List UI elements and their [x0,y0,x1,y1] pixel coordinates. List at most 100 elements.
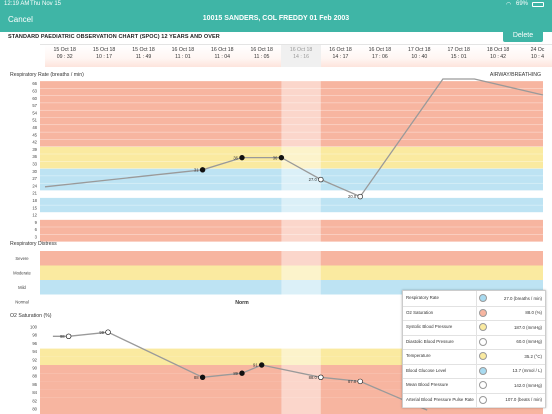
popup-row: Blood Glucose Level 13.7 (mmol / L) [403,363,545,379]
resp-rate-band [40,110,543,118]
popup-row: Mean Blood Pressure 142.0 (mmHg) [403,378,545,394]
o2-sat-band [40,324,543,333]
timepoint-time: 10 : 40 [411,53,428,60]
nav-bar: Cancel 10015 SANDERS, COL FREDDY 01 Feb … [0,10,552,32]
cancel-button[interactable]: Cancel [8,15,33,24]
o2-sat-band [40,332,543,341]
timepoint-date: 15 Oct 18 [53,47,76,53]
o2-sat-point-label: 87.0 [348,379,357,384]
popup-row-name: Diastolic Blood Pressure [406,338,454,344]
resp-rate-band [40,175,543,184]
timepoint-column[interactable]: 17 Oct 18 10 : 40 [399,45,439,67]
observation-chart: Respiratory Rate (breaths / min) AIRWAY/B… [10,72,544,414]
timepoint-column[interactable]: 17 Oct 18 15 : 01 [439,45,479,67]
timepoint-date: 16 Oct 18 [250,47,273,53]
timepoint-column[interactable]: 16 Oct 18 14 : 16 [281,45,321,67]
resp-rate-point-label: 20.0 [348,194,357,199]
timepoint-column[interactable]: 16 Oct 18 14 : 17 [320,45,361,67]
timepoint-column[interactable]: 16 Oct 18 17 : 06 [360,45,400,67]
resp-rate-band [40,132,543,140]
o2-sat-point-label: 91 [253,363,258,368]
o2-sat-band [40,373,543,382]
resp-rate-band [40,161,543,169]
resp-distress-band [40,265,543,280]
popup-row-name: Mean Blood Pressure [406,382,449,387]
popup-row-divider [476,392,477,407]
o2-sat-point [65,333,72,339]
timepoint-column[interactable]: 16 Oct 18 11 : 05 [242,45,282,67]
resp-rate-tick: 3 [35,235,38,240]
timepoint-column[interactable]: 15 Oct 18 10 : 17 [84,45,124,67]
resp-rate-tick: 51 [32,118,37,123]
o2-sat-band [40,348,543,357]
o2-sat-title: O2 Saturation (%) [10,313,52,319]
o2-sat-band [40,406,543,414]
timepoint-time: 11 : 05 [253,53,270,60]
resp-rate-band [40,95,543,103]
o2-sat-point [357,378,363,385]
resp-rate-tick: 39 [32,147,37,152]
resp-rate-band [40,234,543,242]
popup-row-divider [476,378,477,393]
resp-distress-value: Norm [235,300,249,306]
popup-row-divider [476,320,477,335]
battery-label: 69% [516,1,529,7]
resp-rate-point-label: 31 [194,167,199,172]
popup-row-name: Blood Glucose Level [406,367,447,373]
airway-breathing-label: AIRWAY/BREATHING [490,72,541,78]
o2-sat-band [40,397,543,406]
popup-row-value: 35.2 (°C) [524,353,542,359]
resp-distress-row-label: Severe [15,256,29,261]
timepoint-time: 11 : 01 [175,53,191,60]
timepoint-date: 16 Oct 18 [211,47,234,53]
resp-rate-tick: 27 [32,176,37,181]
popup-row: Arterial Blood Pressure Pulse Rate 107.0 … [403,392,545,408]
timepoint-column[interactable]: 16 Oct 18 11 : 01 [163,45,203,67]
popup-row: Diastolic Blood Pressure 60.0 (mmHg) [403,334,545,350]
timepoint-column[interactable]: 18 Oct 18 10 : 42 [478,45,518,67]
resp-rate-band [40,190,543,198]
timepoint-time: 15 : 01 [450,53,467,60]
resp-rate-band [40,146,543,154]
status-bar: 12:19 AM Thu Nov 15 ◠ 69% [0,0,552,10]
o2-sat-band [40,389,543,398]
timepoint-column[interactable]: 16 Oct 18 11 : 04 [202,45,242,67]
o2-sat-tick: 80 [32,407,37,412]
o2-sat-tick: 90 [32,366,37,371]
resp-distress-title: Respiratory Distress [10,241,57,247]
o2-sat-tick: 82 [32,398,37,403]
status-dot-icon [479,352,487,360]
status-dot-icon [479,337,487,346]
o2-sat-point-label: 88 [194,375,199,380]
timepoint-date: 17 Oct 18 [447,47,470,53]
popup-row-value: 107.0 (beats / min) [505,397,542,402]
timepoint-date: 16 Oct 18 [171,47,195,53]
timepoint-column[interactable]: 15 Oct 18 11 : 49 [123,45,164,67]
timepoint-column[interactable]: 24 Oc 10 : 4 [517,45,552,67]
o2-sat-tick: 94 [32,349,37,354]
popup-row-divider [476,363,477,378]
resp-rate-tick: 15 [32,205,37,210]
resp-rate-band [40,81,543,89]
observation-detail-popup: Respiratory Rate 27.0 (breaths / min) O2 S… [402,290,546,408]
popup-row-divider [476,334,477,349]
popup-row-name: O2 Saturation [406,309,434,315]
resp-rate-tick: 54 [32,110,37,115]
delete-button[interactable]: Delete [503,30,543,42]
resp-rate-tick: 66 [32,81,37,86]
timepoint-time: 09 : 32 [56,53,73,60]
timepoint-date: 16 Oct 18 [329,47,352,53]
resp-rate-tick: 33 [32,162,37,167]
resp-rate-band [40,102,543,111]
resp-rate-band [40,154,543,162]
o2-sat-tick: 98 [32,333,37,338]
battery-icon [532,2,544,7]
resp-rate-band [40,212,543,220]
timepoint-date: 24 Oc [530,47,545,53]
resp-rate-tick: 57 [32,103,37,108]
resp-rate-tick: 60 [32,96,37,101]
status-dot-icon [479,395,487,404]
resp-rate-point [199,167,206,173]
status-dot-icon [479,308,487,317]
timepoint-column[interactable]: 15 Oct 18 09 : 32 [45,45,85,67]
